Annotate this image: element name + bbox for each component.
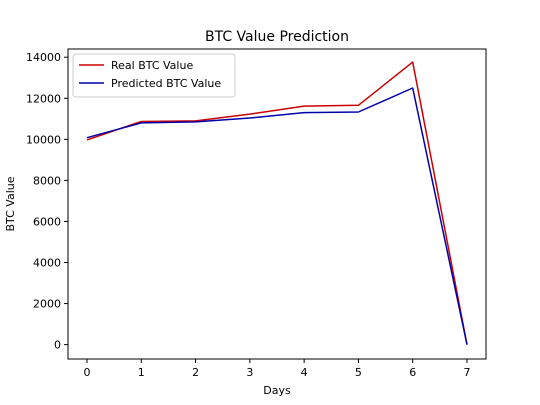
legend: Real BTC Value Predicted BTC Value — [72, 53, 236, 98]
y-tick-label: 8000 — [33, 174, 61, 187]
x-tick-label: 3 — [246, 366, 253, 379]
y-tick-label: 12000 — [26, 92, 61, 105]
y-axis: 0 2000 4000 6000 8000 10000 12000 14000 — [26, 51, 68, 352]
legend-label: Predicted BTC Value — [111, 77, 221, 90]
series-lines — [86, 61, 468, 345]
y-tick-label: 0 — [54, 339, 61, 352]
x-axis: 0 1 2 3 4 5 6 7 — [84, 359, 471, 379]
y-tick-label: 4000 — [33, 257, 61, 270]
x-tick-label: 5 — [355, 366, 362, 379]
x-tick-label: 0 — [84, 366, 91, 379]
x-axis-title: Days — [263, 384, 291, 397]
x-tick-label: 1 — [138, 366, 145, 379]
x-tick-label: 6 — [409, 366, 416, 379]
y-tick-label: 10000 — [26, 133, 61, 146]
y-tick-label: 14000 — [26, 51, 61, 64]
series-line-1 — [86, 87, 468, 345]
legend-box — [72, 53, 236, 98]
plot-area — [67, 48, 487, 360]
y-tick-label: 2000 — [33, 298, 61, 311]
x-tick-label: 2 — [192, 366, 199, 379]
x-tick-label: 4 — [301, 366, 308, 379]
y-axis-title: BTC Value — [4, 176, 17, 231]
chart-title: BTC Value Prediction — [205, 29, 349, 45]
series-line-0 — [86, 61, 468, 345]
y-tick-label: 6000 — [33, 215, 61, 228]
legend-label: Real BTC Value — [111, 59, 193, 72]
x-tick-label: 7 — [464, 366, 471, 379]
